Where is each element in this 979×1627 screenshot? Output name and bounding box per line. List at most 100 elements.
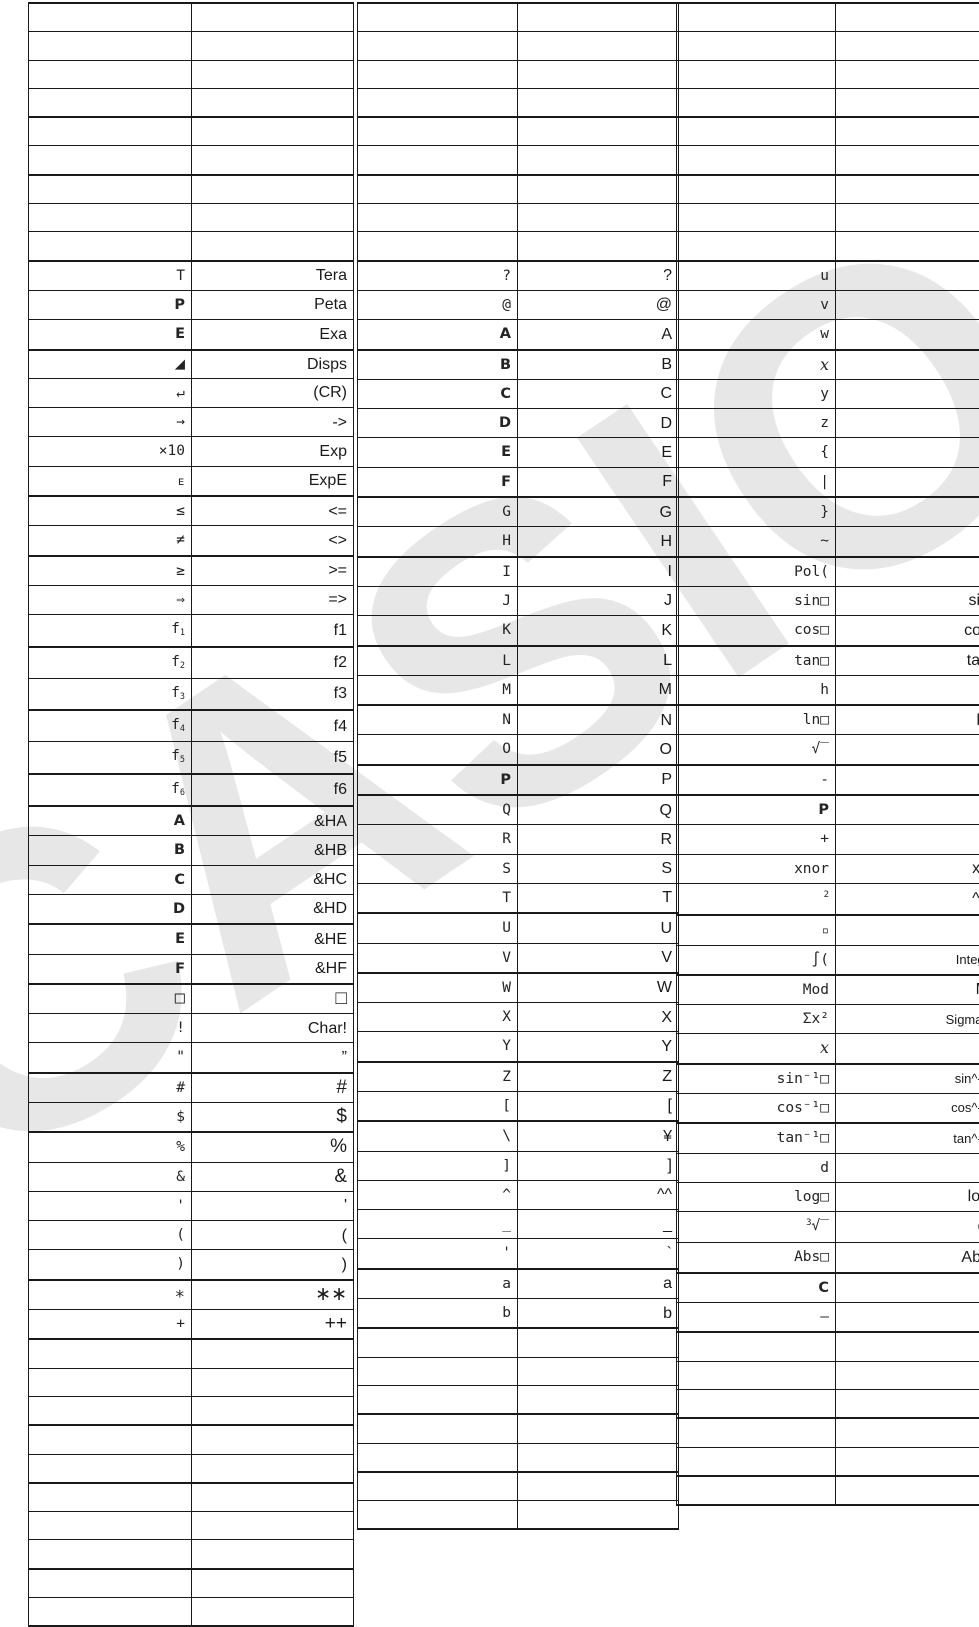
glyph-cell xyxy=(677,1476,836,1505)
glyph-cell: L xyxy=(358,646,518,676)
text-cell xyxy=(192,146,354,175)
glyph-cell: Pol( xyxy=(677,557,836,587)
glyph: ⇒ xyxy=(176,592,185,608)
text-cell xyxy=(836,261,979,291)
glyph: Abs□ xyxy=(794,1249,829,1265)
glyph-cell: | xyxy=(677,467,836,497)
text-cell: tan xyxy=(836,646,979,676)
glyph: # xyxy=(176,1080,185,1096)
text-value: >= xyxy=(328,562,347,579)
text-cell xyxy=(518,1328,679,1357)
glyph-cell: d xyxy=(677,1153,836,1182)
text-value: <= xyxy=(328,503,347,520)
glyph: d xyxy=(820,1160,829,1176)
glyph: " xyxy=(176,1049,185,1065)
table-row xyxy=(358,175,679,204)
glyph-cell: # xyxy=(29,1073,192,1103)
text-cell xyxy=(836,1332,979,1361)
text-cell xyxy=(518,1357,679,1385)
glyph-cell xyxy=(29,175,192,204)
text-cell xyxy=(192,1396,354,1425)
text-cell: xn xyxy=(836,854,979,883)
text-cell: C xyxy=(518,379,679,408)
text-value: P xyxy=(661,771,672,788)
text-cell xyxy=(836,1303,979,1333)
glyph: J xyxy=(502,593,511,609)
text-cell xyxy=(836,88,979,117)
text-cell xyxy=(192,1598,354,1627)
glyph-cell: D xyxy=(358,409,518,438)
glyph-cell: U xyxy=(358,913,518,943)
glyph-cell xyxy=(29,1396,192,1425)
table-row xyxy=(677,146,979,175)
glyph: L xyxy=(502,653,511,669)
glyph: _ xyxy=(502,1216,511,1232)
text-cell: d xyxy=(836,915,979,945)
text-value: _ xyxy=(663,1216,672,1233)
text-cell: Char! xyxy=(192,1014,354,1043)
glyph-cell: ↵ xyxy=(29,378,192,407)
glyph-cell xyxy=(29,1368,192,1396)
glyph-cell: H xyxy=(358,527,518,557)
text-value: tan xyxy=(967,652,979,669)
glyph: X xyxy=(502,1009,511,1025)
glyph: G xyxy=(502,504,511,520)
glyph-cell xyxy=(677,1418,836,1447)
text-cell: &HD xyxy=(192,894,354,924)
glyph-cell: Z xyxy=(358,1062,518,1092)
text-value: Abs xyxy=(961,1249,979,1266)
text-cell: ( xyxy=(192,1221,354,1250)
glyph: ~ xyxy=(820,533,829,549)
text-cell: &HC xyxy=(192,865,354,894)
text-cell xyxy=(192,117,354,146)
text-cell: R xyxy=(518,825,679,854)
glyph-cell: C xyxy=(677,1273,836,1303)
glyph-cell xyxy=(358,117,518,146)
text-value: S xyxy=(661,860,672,877)
text-cell: D xyxy=(518,409,679,438)
glyph-cell: tan⁻¹□ xyxy=(677,1123,836,1153)
text-value: f4 xyxy=(334,718,347,735)
text-value: cos xyxy=(964,622,979,639)
glyph-cell xyxy=(677,146,836,175)
glyph-cell: R xyxy=(358,825,518,854)
glyph-cell: ▫ xyxy=(677,915,836,945)
glyph-cell xyxy=(677,1447,836,1476)
text-cell: ] xyxy=(518,1151,679,1180)
table-row: ## xyxy=(29,1073,354,1103)
table-row xyxy=(358,32,679,60)
text-cell: % xyxy=(192,1132,354,1162)
glyph-cell: ' xyxy=(29,1191,192,1220)
text-cell xyxy=(836,825,979,854)
text-value: log xyxy=(968,1188,979,1205)
table-row xyxy=(358,88,679,117)
text-cell: f3 xyxy=(192,678,354,710)
table-row xyxy=(677,232,979,261)
glyph-cell xyxy=(29,1569,192,1598)
glyph: | xyxy=(820,474,829,490)
text-value: Exa xyxy=(319,326,347,343)
glyph-cell: x xyxy=(677,350,836,380)
text-value: A xyxy=(661,326,672,343)
table-row: tan⁻¹□tan^-1 xyxy=(677,1123,979,1153)
glyph-cell: N xyxy=(358,705,518,735)
glyph-cell xyxy=(677,232,836,261)
glyph-cell: % xyxy=(29,1132,192,1162)
table-row: A&HA xyxy=(29,806,354,836)
text-cell xyxy=(518,1414,679,1443)
table-row: ModM xyxy=(677,975,979,1005)
table-row xyxy=(29,1540,354,1569)
glyph: ' xyxy=(176,1198,185,1214)
text-cell xyxy=(836,1389,979,1418)
text-value: X xyxy=(661,1009,672,1026)
